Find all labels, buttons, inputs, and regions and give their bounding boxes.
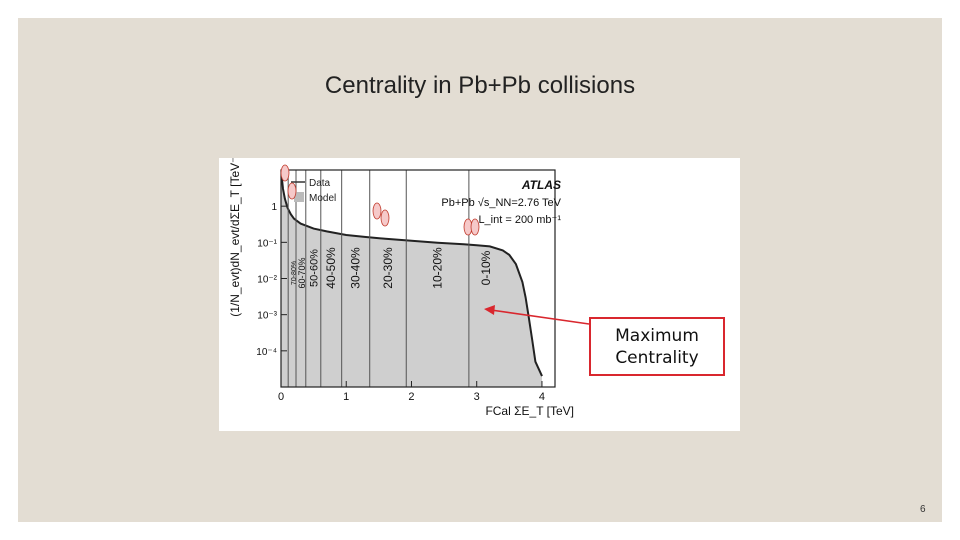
y-tick-label: 10⁻⁴ (256, 347, 277, 358)
data-series-line (281, 170, 543, 377)
page-number: 6 (920, 504, 926, 515)
x-tick-label: 4 (539, 391, 545, 403)
y-tick-label: 10⁻³ (257, 311, 277, 322)
centrality-chart: 0 1 2 3 4 10⁻⁴ 10⁻³ 10⁻² 10⁻¹ 1 0-10% 10-20% 20-30… (228, 158, 590, 418)
y-axis-label: (1/N_evt)dN_evt/dΣE_T [TeV⁻¹] (228, 158, 242, 317)
luminosity-info: L_int = 200 mb⁻¹ (478, 214, 561, 226)
slide-title: Centrality in Pb+Pb collisions (324, 72, 636, 99)
highlight-oval (380, 209, 390, 227)
maximum-centrality-callout: Maximum Centrality (589, 317, 725, 376)
x-axis-label: FCal ΣE_T [TeV] (485, 404, 574, 418)
legend-model-swatch (294, 192, 304, 202)
callout-line-2: Centrality (615, 347, 699, 368)
model-area (281, 170, 542, 387)
x-tick-label: 3 (474, 391, 480, 403)
x-tick-label: 0 (278, 391, 284, 403)
y-tick-label: 10⁻¹ (257, 238, 277, 249)
callout-line-1: Maximum (615, 325, 699, 346)
centrality-bin-label: 30-40% (349, 247, 363, 289)
experiment-label: ATLAS (521, 178, 561, 192)
callout-arrow (490, 309, 590, 325)
centrality-bin-label: 60-70% (297, 257, 307, 288)
collision-info: Pb+Pb √s_NN=2.76 TeV (441, 197, 561, 209)
arrow-head (484, 305, 495, 315)
y-tick-label: 10⁻² (257, 275, 277, 286)
x-tick-label: 2 (408, 391, 414, 403)
centrality-bin-label: 40-50% (324, 247, 338, 289)
highlight-oval (470, 218, 480, 236)
centrality-bin-label: 20-30% (381, 247, 395, 289)
highlight-oval (280, 164, 290, 182)
centrality-bin-label: 10-20% (431, 247, 445, 289)
highlight-oval (372, 202, 382, 220)
centrality-bin-label: 0-10% (479, 250, 493, 285)
centrality-bin-label: 70-80% (291, 261, 298, 285)
centrality-bin-label: 50-60% (308, 249, 320, 287)
legend-data-label: Data (309, 178, 331, 189)
centrality-figure: 0 1 2 3 4 10⁻⁴ 10⁻³ 10⁻² 10⁻¹ 1 0-10% 10-20% 20-30… (219, 158, 740, 431)
legend-model-label: Model (309, 193, 336, 204)
y-tick-label: 1 (271, 202, 277, 213)
x-tick-label: 1 (343, 391, 349, 403)
highlight-oval (287, 182, 297, 200)
